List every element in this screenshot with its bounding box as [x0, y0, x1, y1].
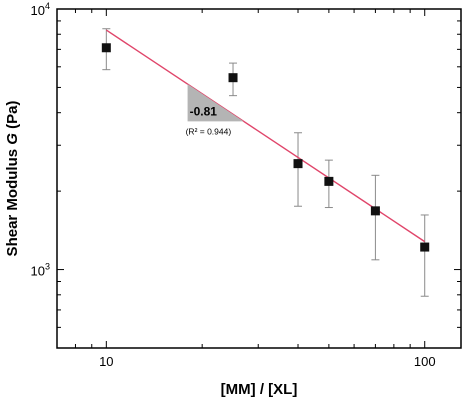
plot-frame [56, 8, 462, 349]
slope-label: -0.81 [190, 104, 218, 118]
y-tick-label: 103 [31, 262, 50, 279]
data-markers [101, 43, 430, 252]
axis-ticks [56, 8, 461, 349]
x-axis-label: [MM] / [XL] [221, 381, 298, 398]
error-bar [371, 174, 380, 261]
x-tick-label: 10 [99, 354, 113, 369]
data-point-marker [101, 43, 111, 53]
slope-annotation: -0.81 (R² = 0.944) [186, 84, 244, 136]
error-bar [294, 132, 303, 207]
y-axis-label: Shear Modulus G (Pa) [4, 101, 21, 257]
data-point-marker [370, 206, 380, 216]
x-tick-label: 100 [414, 354, 436, 369]
y-tick-label: 104 [31, 1, 50, 18]
data-point-marker [293, 159, 303, 169]
tick-labels: 10 100 103 104 [31, 1, 436, 369]
slope-triangle [187, 84, 244, 122]
error-bars [102, 28, 429, 297]
data-point-marker [420, 242, 430, 252]
data-point-marker [228, 73, 238, 83]
data-point-marker [324, 176, 334, 186]
r-squared-label: (R² = 0.944) [186, 126, 232, 136]
error-bar [420, 214, 429, 297]
